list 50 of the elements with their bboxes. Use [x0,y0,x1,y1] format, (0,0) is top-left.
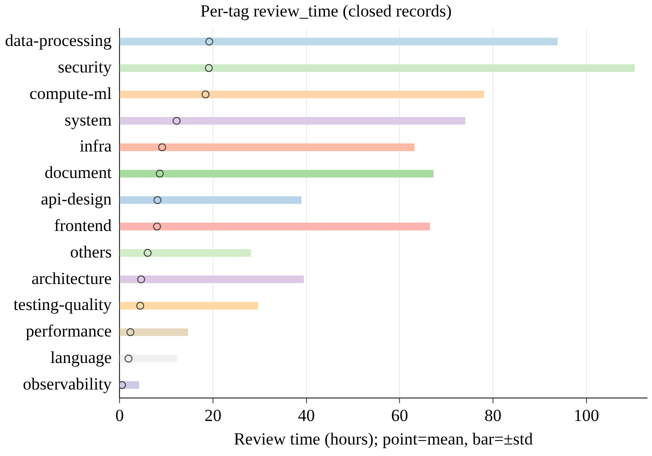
point [137,275,146,284]
y-tick-label: security [58,57,112,76]
bar [120,302,258,310]
bar [120,117,466,125]
bar [120,196,302,204]
point [120,380,126,389]
y-tick-label: others [70,242,112,262]
point [204,64,213,72]
y-tick-label: document [44,163,112,182]
point [136,302,144,310]
x-tick-label: 60 [391,406,408,425]
y-tick-label: compute-ml [30,84,112,103]
bar [120,328,188,336]
point [172,116,181,125]
point [205,38,214,46]
point [144,248,152,257]
y-tick-label: architecture [31,268,112,288]
bar [120,381,140,389]
point [153,222,162,231]
point [153,196,162,204]
x-tick-label: 0 [115,406,124,425]
point [126,328,134,336]
point [202,90,210,98]
bar [120,90,484,98]
y-tick-label: frontend [54,216,112,235]
x-axis-title: Review time (hours); point=mean, bar=±std [234,429,534,448]
bar [120,143,414,152]
bar [120,354,178,362]
bar [120,276,304,284]
x-tick-label: 100 [574,406,600,425]
y-tick-label: performance [26,322,112,341]
y-tick-label: data-processing [4,31,112,50]
chart-title: Per-tag review_time (closed records) [200,2,452,21]
point [124,354,133,363]
point [158,143,166,152]
y-tick-label: testing-quality [13,295,112,314]
bar [120,249,252,257]
y-tick-label: api-design [40,190,112,209]
x-tick-label: 80 [484,406,502,425]
point [156,170,164,178]
y-tick-label: infra [80,136,112,156]
bar [120,38,558,46]
y-tick-label: observability [22,374,112,394]
y-tick-label: language [50,348,112,368]
bar [120,170,434,178]
x-tick-label: 40 [298,406,315,425]
x-tick-label: 20 [204,406,222,425]
y-tick-label: system [64,110,112,130]
bar [120,222,430,230]
bar [120,64,635,72]
